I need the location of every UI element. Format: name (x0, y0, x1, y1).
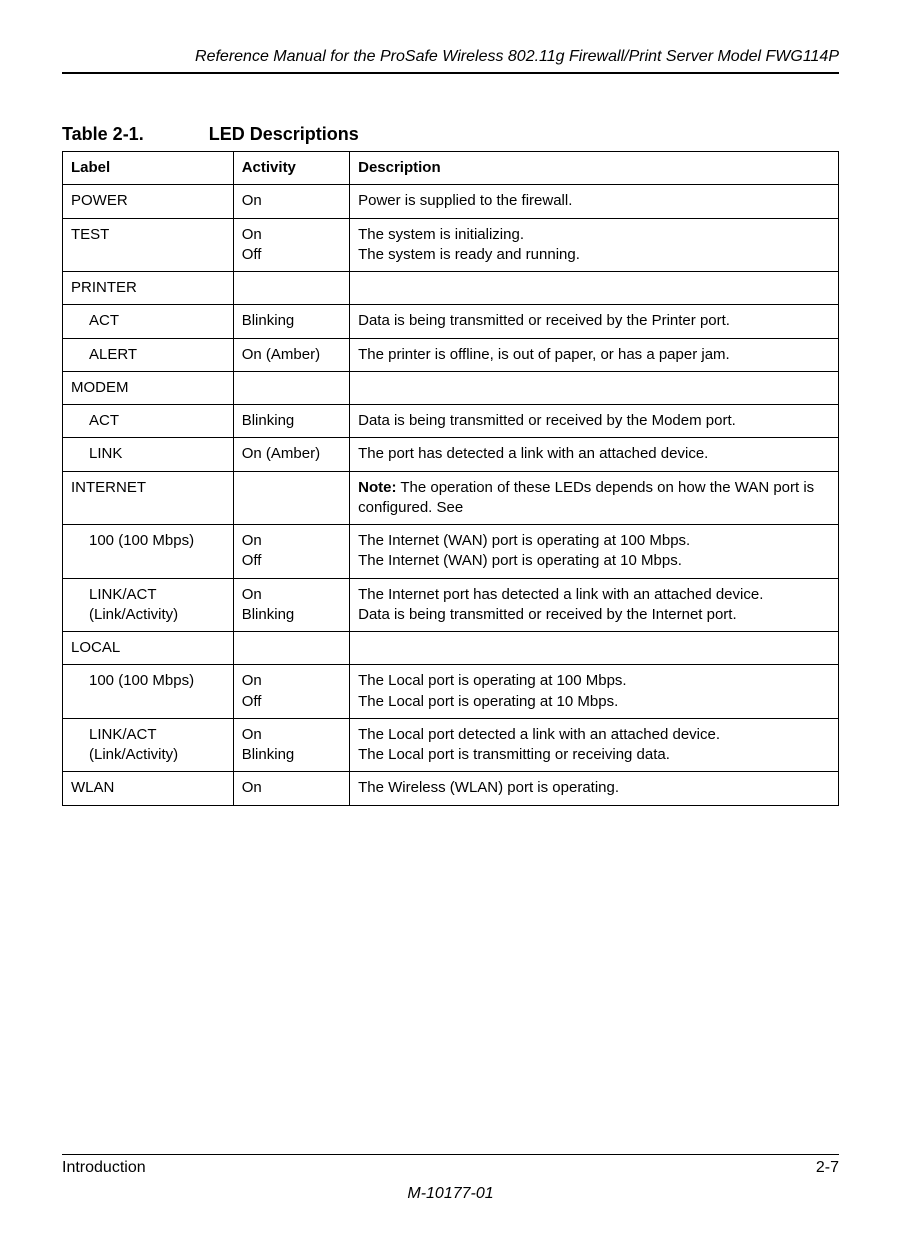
table-caption: Table 2-1. LED Descriptions (62, 124, 839, 145)
cell-label: TEST (63, 218, 234, 272)
table-row: POWEROnPower is supplied to the firewall… (63, 185, 839, 218)
running-header: Reference Manual for the ProSafe Wireles… (62, 48, 839, 72)
cell-activity: Blinking (233, 305, 349, 338)
cell-description: The Wireless (WLAN) port is operating. (350, 772, 839, 805)
led-table: Label Activity Description POWEROnPower … (62, 151, 839, 806)
page-footer: Introduction 2-7 M-10177-01 (62, 1154, 839, 1203)
table-row: PRINTER (63, 272, 839, 305)
cell-activity: On (Amber) (233, 338, 349, 371)
table-row: WLANOnThe Wireless (WLAN) port is operat… (63, 772, 839, 805)
bottom-rule (62, 1154, 839, 1155)
col-header-label: Label (63, 152, 234, 185)
footer-page-number: 2-7 (816, 1159, 839, 1177)
cell-activity: OnOff (233, 525, 349, 579)
table-row: LINK/ACT(Link/Activity) OnBlinkingThe Int… (63, 578, 839, 632)
cell-label: 100 (100 Mbps) (63, 525, 234, 579)
cell-label: PRINTER (63, 272, 234, 305)
cell-activity: On (233, 772, 349, 805)
table-row: ALERT On (Amber)The printer is offline, i… (63, 338, 839, 371)
cell-description: The port has detected a link with an att… (350, 438, 839, 471)
table-row: INTERNET Note: The operation of these LED… (63, 471, 839, 525)
table-row: 100 (100 Mbps) OnOffThe Internet (WAN) po… (63, 525, 839, 579)
cell-description: The Local port detected a link with an a… (350, 718, 839, 772)
cell-label-text: LINK/ACT(Link/Activity) (71, 585, 178, 626)
cell-description: Data is being transmitted or received by… (350, 305, 839, 338)
cell-label-text: ALERT (71, 345, 137, 365)
footer-doc-id: M-10177-01 (62, 1185, 839, 1203)
caption-title: LED Descriptions (209, 124, 359, 144)
cell-activity: OnBlinking (233, 718, 349, 772)
cell-activity: On (Amber) (233, 438, 349, 471)
page: Reference Manual for the ProSafe Wireles… (0, 0, 901, 1243)
cell-activity: OnBlinking (233, 578, 349, 632)
cell-label-text: 100 (100 Mbps) (71, 671, 194, 691)
footer-line: Introduction 2-7 (62, 1159, 839, 1177)
cell-label-text: 100 (100 Mbps) (71, 531, 194, 551)
cell-activity: Blinking (233, 405, 349, 438)
cell-label: LINK/ACT(Link/Activity) (63, 578, 234, 632)
cell-label: 100 (100 Mbps) (63, 665, 234, 719)
cell-description: The printer is offline, is out of paper,… (350, 338, 839, 371)
top-rule (62, 72, 839, 74)
cell-label-text: ACT (71, 311, 119, 331)
cell-label-text: ACT (71, 411, 119, 431)
cell-label: POWER (63, 185, 234, 218)
cell-label: LOCAL (63, 632, 234, 665)
col-header-description: Description (350, 152, 839, 185)
cell-activity (233, 371, 349, 404)
cell-label: MODEM (63, 371, 234, 404)
cell-label: WLAN (63, 772, 234, 805)
table-header-row: Label Activity Description (63, 152, 839, 185)
cell-activity (233, 632, 349, 665)
cell-label-text: LINK (71, 444, 122, 464)
cell-description: The Local port is operating at 100 Mbps.… (350, 665, 839, 719)
cell-description: The Internet (WAN) port is operating at … (350, 525, 839, 579)
table-row: LINK On (Amber)The port has detected a li… (63, 438, 839, 471)
cell-label: LINK (63, 438, 234, 471)
cell-label: LINK/ACT(Link/Activity) (63, 718, 234, 772)
cell-label-text: LINK/ACT(Link/Activity) (71, 725, 178, 766)
cell-activity: On (233, 185, 349, 218)
cell-description: Note: The operation of these LEDs depend… (350, 471, 839, 525)
table-row: 100 (100 Mbps) OnOffThe Local port is ope… (63, 665, 839, 719)
cell-label: ALERT (63, 338, 234, 371)
footer-section: Introduction (62, 1159, 146, 1177)
cell-label: INTERNET (63, 471, 234, 525)
cell-activity: OnOff (233, 665, 349, 719)
cell-activity (233, 471, 349, 525)
cell-description: Data is being transmitted or received by… (350, 405, 839, 438)
cell-description: Power is supplied to the firewall. (350, 185, 839, 218)
table-row: ACT BlinkingData is being transmitted or … (63, 305, 839, 338)
caption-number: Table 2-1. (62, 124, 144, 145)
table-row: ACT BlinkingData is being transmitted or … (63, 405, 839, 438)
cell-description: The Internet port has detected a link wi… (350, 578, 839, 632)
cell-description (350, 371, 839, 404)
cell-activity (233, 272, 349, 305)
cell-label: ACT (63, 305, 234, 338)
cell-description (350, 632, 839, 665)
table-row: TESTOnOffThe system is initializing.The … (63, 218, 839, 272)
table-row: LINK/ACT(Link/Activity) OnBlinkingThe Loc… (63, 718, 839, 772)
table-row: LOCAL (63, 632, 839, 665)
cell-description (350, 272, 839, 305)
col-header-activity: Activity (233, 152, 349, 185)
cell-label: ACT (63, 405, 234, 438)
cell-activity: OnOff (233, 218, 349, 272)
table-row: MODEM (63, 371, 839, 404)
cell-description: The system is initializing.The system is… (350, 218, 839, 272)
